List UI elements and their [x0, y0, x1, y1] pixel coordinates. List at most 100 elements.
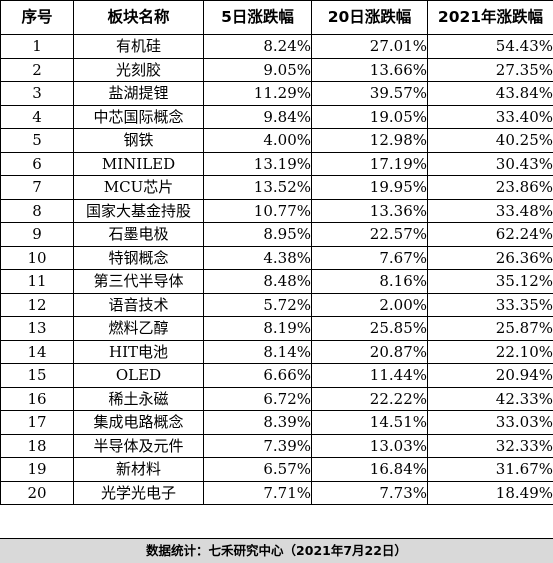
cell-index: 2 — [0, 57, 74, 82]
cell-index: 15 — [0, 363, 74, 388]
table-row: 14 HIT电池 8.14% 20.87% 22.10% — [0, 339, 553, 364]
table-row: 16 稀土永磁 6.72% 22.22% 42.33% — [0, 386, 553, 411]
cell-2021-change: 20.94% — [427, 363, 553, 388]
cell-20d-change: 2.00% — [311, 292, 428, 317]
cell-index: 8 — [0, 198, 74, 223]
cell-5d-change: 6.57% — [203, 457, 312, 482]
cell-2021-change: 33.40% — [427, 104, 553, 129]
cell-index: 10 — [0, 245, 74, 270]
cell-2021-change: 33.48% — [427, 198, 553, 223]
table-row: 9 石墨电极 8.95% 22.57% 62.24% — [0, 222, 553, 247]
cell-20d-change: 16.84% — [311, 457, 428, 482]
cell-sector-name: 钢铁 — [73, 128, 204, 153]
cell-20d-change: 27.01% — [311, 34, 428, 59]
cell-index: 4 — [0, 104, 74, 129]
cell-5d-change: 4.38% — [203, 245, 312, 270]
table-row: 20 光学光电子 7.71% 7.73% 18.49% — [0, 480, 553, 505]
cell-5d-change: 10.77% — [203, 198, 312, 223]
header-index: 序号 — [0, 0, 74, 35]
cell-20d-change: 19.05% — [311, 104, 428, 129]
cell-index: 6 — [0, 151, 74, 176]
cell-2021-change: 54.43% — [427, 34, 553, 59]
cell-20d-change: 20.87% — [311, 339, 428, 364]
cell-index: 20 — [0, 480, 74, 505]
cell-5d-change: 8.95% — [203, 222, 312, 247]
cell-2021-change: 33.03% — [427, 410, 553, 435]
cell-5d-change: 13.19% — [203, 151, 312, 176]
cell-20d-change: 7.73% — [311, 480, 428, 505]
cell-2021-change: 35.12% — [427, 269, 553, 294]
cell-index: 1 — [0, 34, 74, 59]
table-row: 2 光刻胶 9.05% 13.66% 27.35% — [0, 57, 553, 82]
cell-20d-change: 22.22% — [311, 386, 428, 411]
cell-sector-name: 新材料 — [73, 457, 204, 482]
cell-2021-change: 27.35% — [427, 57, 553, 82]
cell-5d-change: 5.72% — [203, 292, 312, 317]
cell-5d-change: 13.52% — [203, 175, 312, 200]
cell-sector-name: 石墨电极 — [73, 222, 204, 247]
cell-sector-name: 光学光电子 — [73, 480, 204, 505]
cell-index: 16 — [0, 386, 74, 411]
cell-sector-name: HIT电池 — [73, 339, 204, 364]
cell-2021-change: 23.86% — [427, 175, 553, 200]
cell-5d-change: 9.84% — [203, 104, 312, 129]
cell-2021-change: 42.33% — [427, 386, 553, 411]
cell-sector-name: 燃料乙醇 — [73, 316, 204, 341]
cell-sector-name: 盐湖提锂 — [73, 81, 204, 106]
cell-2021-change: 18.49% — [427, 480, 553, 505]
cell-2021-change: 30.43% — [427, 151, 553, 176]
table-row: 12 语音技术 5.72% 2.00% 33.35% — [0, 292, 553, 317]
table-body: 1 有机硅 8.24% 27.01% 54.43% 2 光刻胶 9.05% 13.66% 27.3… — [0, 34, 553, 505]
header-20d-change: 20日涨跌幅 — [311, 0, 428, 35]
table-row: 4 中芯国际概念 9.84% 19.05% 33.40% — [0, 104, 553, 129]
cell-5d-change: 8.19% — [203, 316, 312, 341]
cell-20d-change: 13.03% — [311, 433, 428, 458]
cell-index: 12 — [0, 292, 74, 317]
table-row: 19 新材料 6.57% 16.84% 31.67% — [0, 457, 553, 482]
cell-sector-name: 稀土永磁 — [73, 386, 204, 411]
table-row: 5 钢铁 4.00% 12.98% 40.25% — [0, 128, 553, 153]
header-sector-name: 板块名称 — [73, 0, 204, 35]
cell-2021-change: 43.84% — [427, 81, 553, 106]
cell-index: 13 — [0, 316, 74, 341]
header-2021-change: 2021年涨跌幅 — [427, 0, 553, 35]
cell-5d-change: 6.72% — [203, 386, 312, 411]
cell-2021-change: 26.36% — [427, 245, 553, 270]
cell-5d-change: 8.48% — [203, 269, 312, 294]
cell-sector-name: 特钢概念 — [73, 245, 204, 270]
cell-2021-change: 22.10% — [427, 339, 553, 364]
cell-5d-change: 7.39% — [203, 433, 312, 458]
cell-sector-name: 国家大基金持股 — [73, 198, 204, 223]
cell-sector-name: 有机硅 — [73, 34, 204, 59]
cell-index: 11 — [0, 269, 74, 294]
table-row: 17 集成电路概念 8.39% 14.51% 33.03% — [0, 410, 553, 435]
cell-20d-change: 13.66% — [311, 57, 428, 82]
table-row: 6 MINILED 13.19% 17.19% 30.43% — [0, 151, 553, 176]
cell-5d-change: 8.39% — [203, 410, 312, 435]
cell-index: 9 — [0, 222, 74, 247]
cell-2021-change: 40.25% — [427, 128, 553, 153]
cell-index: 18 — [0, 433, 74, 458]
cell-sector-name: MCU芯片 — [73, 175, 204, 200]
cell-20d-change: 11.44% — [311, 363, 428, 388]
cell-sector-name: 半导体及元件 — [73, 433, 204, 458]
cell-5d-change: 4.00% — [203, 128, 312, 153]
sector-performance-table: 序号 板块名称 5日涨跌幅 20日涨跌幅 2021年涨跌幅 1 有机硅 8.24% 2… — [0, 0, 553, 505]
cell-2021-change: 32.33% — [427, 433, 553, 458]
data-source-footer: 数据统计：七禾研究中心（2021年7月22日） — [0, 538, 553, 563]
cell-sector-name: 语音技术 — [73, 292, 204, 317]
cell-index: 19 — [0, 457, 74, 482]
cell-20d-change: 7.67% — [311, 245, 428, 270]
cell-20d-change: 19.95% — [311, 175, 428, 200]
header-row: 序号 板块名称 5日涨跌幅 20日涨跌幅 2021年涨跌幅 — [0, 0, 553, 35]
cell-20d-change: 22.57% — [311, 222, 428, 247]
cell-index: 14 — [0, 339, 74, 364]
table-row: 3 盐湖提锂 11.29% 39.57% 43.84% — [0, 81, 553, 106]
cell-5d-change: 8.14% — [203, 339, 312, 364]
cell-5d-change: 8.24% — [203, 34, 312, 59]
cell-index: 17 — [0, 410, 74, 435]
cell-2021-change: 25.87% — [427, 316, 553, 341]
header-5d-change: 5日涨跌幅 — [203, 0, 312, 35]
cell-20d-change: 13.36% — [311, 198, 428, 223]
